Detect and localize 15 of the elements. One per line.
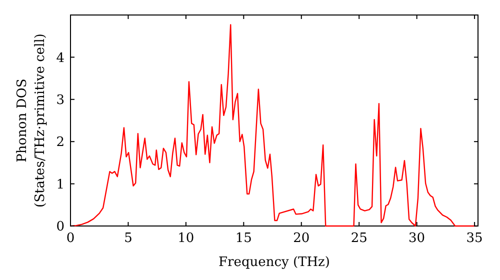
y-tick-label: 0 <box>56 220 64 235</box>
x-tick-label: 5 <box>124 231 132 246</box>
x-tick-label: 30 <box>408 231 426 246</box>
x-tick-label: 0 <box>66 231 75 246</box>
x-tick-label: 15 <box>235 231 252 246</box>
y-axis-title: Phonon DOS (States/THz·primitive cell) <box>15 33 48 208</box>
y-tick-label: 2 <box>56 135 64 150</box>
x-tick-label: 20 <box>293 231 310 246</box>
y-tick-label: 4 <box>56 50 64 66</box>
x-tick-label: 35 <box>466 231 483 246</box>
x-tick-label: 10 <box>178 231 194 246</box>
y-tick-label: 3 <box>56 92 64 108</box>
y-tick-label: 1 <box>56 177 64 192</box>
x-tick-label: 25 <box>350 231 368 246</box>
x-axis-title: Frequency (THz) <box>218 255 330 270</box>
